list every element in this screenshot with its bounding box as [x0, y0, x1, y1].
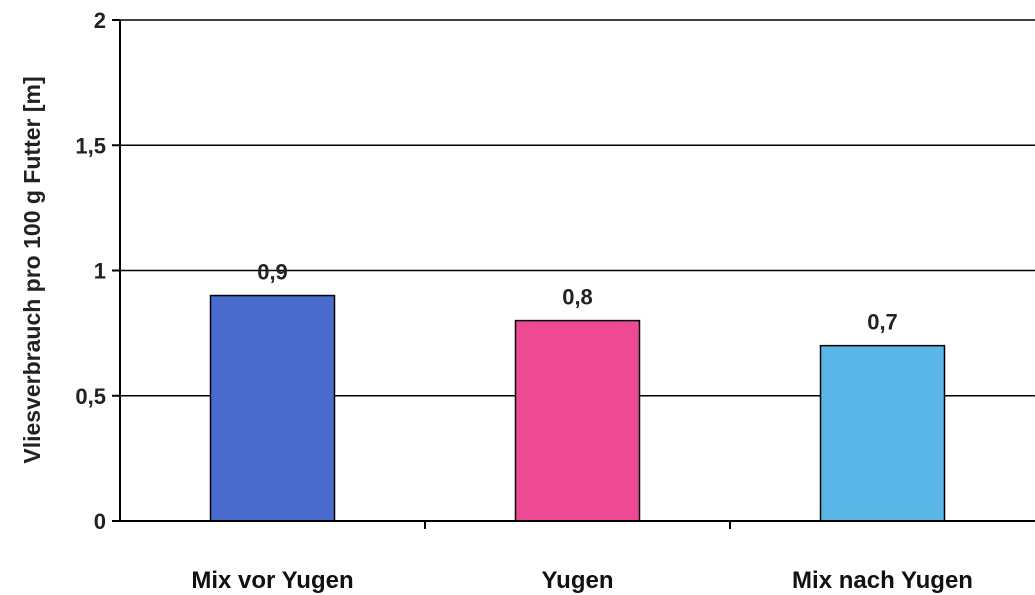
data-label: 0,9: [257, 260, 288, 285]
bar-1: [209, 294, 336, 522]
y-tick-label: 1: [94, 259, 106, 284]
y-tick-label: 0: [94, 509, 106, 534]
category-label: Yugen: [541, 567, 613, 594]
data-label: 0,8: [562, 285, 593, 310]
y-ticks: 0 0,5 1 1,5 2: [75, 8, 120, 534]
y-axis-title: Vliesverbrauch pro 100 g Futter [m]: [19, 76, 45, 463]
x-ticks: [424, 521, 731, 529]
y-tick-label: 1,5: [75, 133, 106, 158]
bar-2: [514, 319, 641, 522]
category-label: Mix vor Yugen: [191, 567, 353, 594]
bar-3: [819, 344, 946, 522]
category-label: Mix nach Yugen: [792, 567, 973, 594]
data-label: 0,7: [867, 310, 898, 335]
y-tick-label: 0,5: [75, 384, 106, 409]
category-labels: Mix vor Yugen Yugen Mix nach Yugen: [191, 567, 973, 594]
data-labels: 0,9 0,8 0,7: [257, 260, 898, 335]
y-tick-label: 2: [94, 8, 106, 33]
bars: [209, 294, 946, 522]
